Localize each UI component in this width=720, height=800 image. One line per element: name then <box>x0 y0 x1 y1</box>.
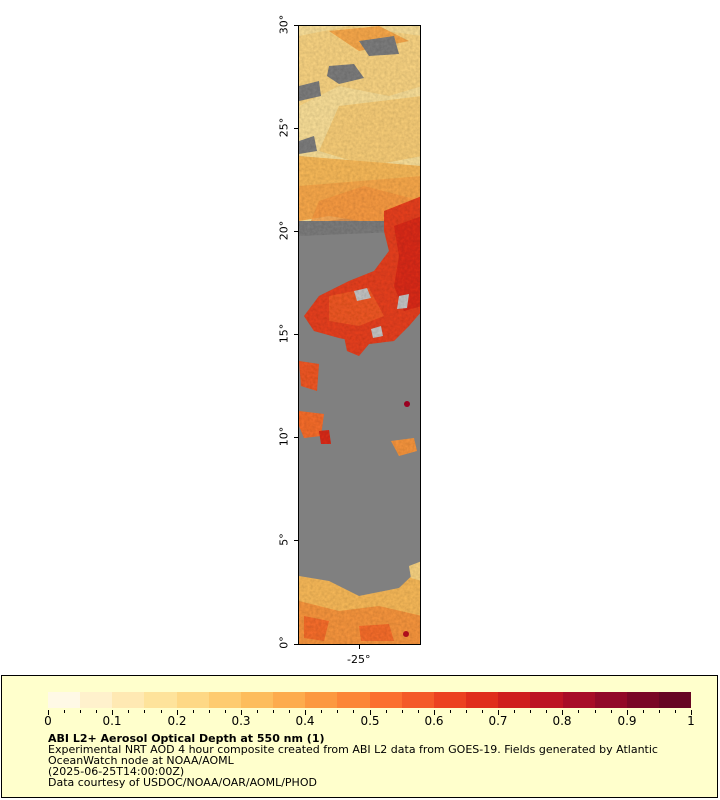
colorbar-minor-tick <box>337 710 338 713</box>
colorbar-swatch <box>530 692 563 708</box>
lat-tick-10 <box>294 437 298 438</box>
lat-label-20: 20° <box>277 220 291 241</box>
colorbar-minor-tick <box>418 710 419 713</box>
colorbar-major-tick <box>370 710 371 715</box>
colorbar-minor-tick <box>96 710 97 713</box>
colorbar-minor-tick <box>64 710 65 713</box>
colorbar-tick-label: 0.5 <box>360 714 380 728</box>
colorbar-swatch <box>48 692 81 708</box>
legend-panel: ABI L2+ Aerosol Optical Depth at 550 nm … <box>1 675 718 798</box>
colorbar-major-tick <box>48 710 49 715</box>
colorbar-swatch <box>433 692 467 708</box>
lat-tick-0 <box>294 644 298 645</box>
legend-description-line-2: OceanWatch node at NOAA/AOML <box>48 754 234 767</box>
colorbar-major-tick <box>691 710 692 715</box>
colorbar-swatch <box>144 692 177 708</box>
colorbar-swatch <box>112 692 145 708</box>
legend-description-line-1: Experimental NRT AOD 4 hour composite cr… <box>48 743 658 756</box>
colorbar-minor-tick <box>193 710 194 713</box>
lat-tick-15 <box>294 334 298 335</box>
colorbar-minor-tick <box>546 710 547 713</box>
colorbar-major-tick <box>305 710 306 715</box>
lat-label-30: 30° <box>277 14 291 35</box>
colorbar-tick-label: 0.9 <box>617 714 637 728</box>
colorbar-minor-tick <box>161 710 162 713</box>
colorbar-minor-tick <box>530 710 531 713</box>
lon-tick-minus25 <box>359 645 360 649</box>
colorbar-swatch <box>594 692 627 708</box>
colorbar-minor-tick <box>466 710 467 713</box>
legend-text: ABI L2+ Aerosol Optical Depth at 550 nm … <box>48 733 708 788</box>
legend-timestamp: (2025-06-25T14:00:00Z) <box>48 765 185 778</box>
legend-title: ABI L2+ Aerosol Optical Depth at 550 nm … <box>48 732 325 745</box>
colorbar-minor-tick <box>209 710 210 713</box>
colorbar-swatch <box>658 692 692 708</box>
colorbar-major-tick <box>498 710 499 715</box>
colorbar-swatch <box>337 692 370 708</box>
colorbar-swatch <box>176 692 209 708</box>
colorbar-tick-label: 0.3 <box>231 714 251 728</box>
colorbar-minor-tick <box>289 710 290 713</box>
colorbar-minor-tick <box>80 710 81 713</box>
aod-map <box>298 25 421 645</box>
lat-tick-5 <box>294 540 298 541</box>
colorbar-minor-tick <box>257 710 258 713</box>
lat-label-25: 25° <box>277 117 291 138</box>
colorbar-major-tick <box>562 710 563 715</box>
colorbar-minor-tick <box>514 710 515 713</box>
colorbar-swatch <box>208 692 241 708</box>
colorbar-swatch <box>273 692 306 708</box>
aod-field-image <box>299 26 420 644</box>
colorbar-minor-tick <box>402 710 403 713</box>
colorbar-minor-tick <box>595 710 596 713</box>
colorbar-minor-tick <box>144 710 145 713</box>
colorbar-swatch <box>240 692 274 708</box>
colorbar-minor-tick <box>643 710 644 713</box>
colorbar-swatch <box>498 692 531 708</box>
lon-label-minus25: -25° <box>347 653 371 666</box>
colorbar-swatch <box>369 692 402 708</box>
colorbar-swatch <box>80 692 113 708</box>
colorbar-minor-tick <box>321 710 322 713</box>
colorbar-tick-label: 0.6 <box>424 714 444 728</box>
lat-label-0: 0° <box>277 636 291 649</box>
colorbar-swatch <box>626 692 659 708</box>
colorbar-major-tick <box>434 710 435 715</box>
colorbar-tick-label: 0.4 <box>295 714 315 728</box>
colorbar-minor-tick <box>611 710 612 713</box>
colorbar-swatch <box>562 692 595 708</box>
colorbar-swatch <box>305 692 338 708</box>
colorbar-minor-tick <box>659 710 660 713</box>
colorbar-minor-tick <box>128 710 129 713</box>
colorbar-tick-label: 1 <box>687 714 695 728</box>
colorbar-minor-tick <box>578 710 579 713</box>
colorbar-minor-tick <box>675 710 676 713</box>
colorbar-tick-label: 0.2 <box>167 714 187 728</box>
lat-label-15: 15° <box>277 323 291 344</box>
colorbar-minor-tick <box>482 710 483 713</box>
lat-tick-30 <box>294 25 298 26</box>
colorbar-minor-tick <box>225 710 226 713</box>
colorbar-major-tick <box>627 710 628 715</box>
colorbar <box>48 692 692 708</box>
colorbar-major-tick <box>241 710 242 715</box>
colorbar-swatch <box>401 692 434 708</box>
colorbar-major-tick <box>177 710 178 715</box>
colorbar-minor-tick <box>353 710 354 713</box>
lat-tick-20 <box>294 231 298 232</box>
lat-label-5: 5° <box>277 533 291 546</box>
lat-label-10: 10° <box>277 426 291 447</box>
colorbar-tick-label: 0.7 <box>488 714 508 728</box>
colorbar-swatch <box>466 692 499 708</box>
colorbar-minor-tick <box>386 710 387 713</box>
colorbar-minor-tick <box>450 710 451 713</box>
lat-tick-25 <box>294 128 298 129</box>
colorbar-minor-tick <box>273 710 274 713</box>
colorbar-tick-label: 0.8 <box>552 714 572 728</box>
colorbar-tick-label: 0.1 <box>102 714 122 728</box>
legend-credit: Data courtesy of USDOC/NOAA/OAR/AOML/PHO… <box>48 776 317 789</box>
colorbar-tick-label: 0 <box>44 714 52 728</box>
colorbar-major-tick <box>112 710 113 715</box>
